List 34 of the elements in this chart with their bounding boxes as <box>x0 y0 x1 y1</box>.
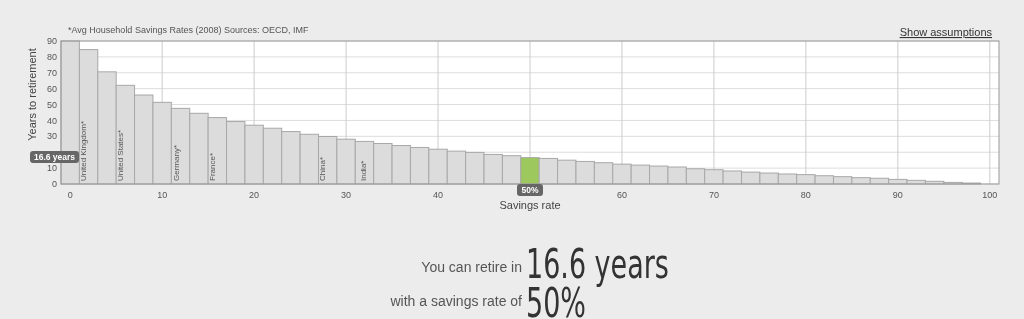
annotation: China* <box>318 156 328 181</box>
annotation: Germany* <box>171 144 181 181</box>
y-tick-label: 60 <box>46 83 57 94</box>
annotation: 16.6 years <box>33 151 76 162</box>
x-axis-title: Savings rate <box>499 199 561 211</box>
x-tick-label: 40 <box>433 190 444 200</box>
y-tick-label: 30 <box>46 131 57 142</box>
y-tick-label: 70 <box>46 67 57 78</box>
x-tick-label: 90 <box>892 190 903 200</box>
x-tick-label: 10 <box>157 190 168 200</box>
annotation: India* <box>358 160 368 181</box>
annotation: France* <box>207 152 217 181</box>
y-tick-label: 90 <box>46 36 57 47</box>
y-tick-label: 0 <box>51 179 57 190</box>
annotation: United States* <box>115 129 125 181</box>
text: *Avg Household Savings Rates (2008) Sources: OECD, IMF <box>68 25 309 35</box>
x-tick-label: 30 <box>341 190 352 200</box>
y-tick-label: 50 <box>46 99 57 110</box>
y-axis-title: Years to retirement <box>26 48 38 141</box>
x-tick-label: 60 <box>616 190 627 200</box>
x-tick-label: 20 <box>249 190 260 200</box>
y-tick-label: 40 <box>46 115 57 126</box>
text: with a savings rate of <box>389 293 523 309</box>
text: 50% <box>526 279 586 319</box>
annotation: United Kingdom* <box>79 120 89 181</box>
text: Show assumptions <box>899 26 993 38</box>
text: 50% <box>521 184 539 195</box>
y-tick-label: 80 <box>46 52 57 63</box>
text: You can retire in <box>421 259 522 275</box>
y-tick-label: 10 <box>46 163 57 174</box>
x-tick-label: 80 <box>800 190 811 200</box>
x-tick-label: 100 <box>982 190 998 200</box>
x-tick-label: 70 <box>708 190 719 200</box>
x-tick-label: 0 <box>67 190 73 200</box>
